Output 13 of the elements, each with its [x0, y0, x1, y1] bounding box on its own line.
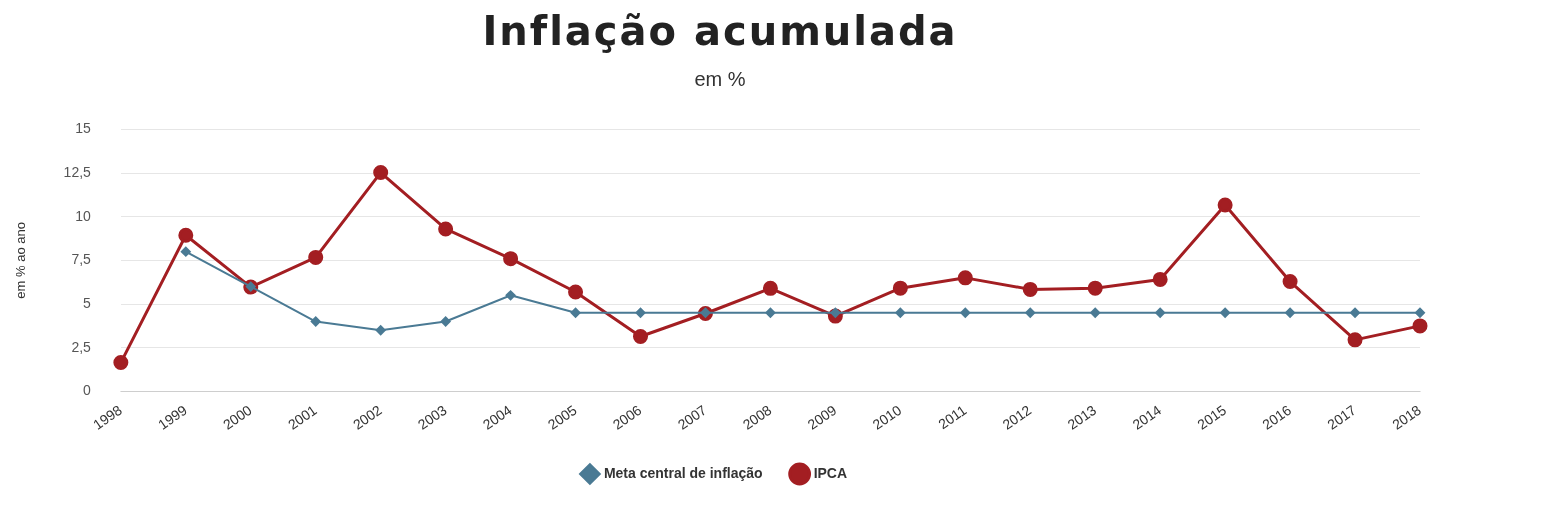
y-tick-label: 2,5	[71, 338, 92, 355]
y-tick-label: 10	[75, 207, 92, 224]
chart-title: Inflação acumulada	[481, 8, 959, 54]
legend-label: Meta central de inflação	[603, 464, 763, 481]
y-tick-label: 7,5	[71, 251, 92, 268]
x-tick-label: 2011	[935, 401, 970, 433]
y-tick-label: 5	[83, 294, 92, 311]
chart-subtitle: em %	[693, 68, 747, 91]
y-axis-title: em % ao ano	[13, 222, 29, 299]
y-tick-label: 12,5	[63, 163, 92, 180]
y-tick-label: 0	[83, 382, 92, 399]
y-tick-label: 15	[75, 120, 92, 137]
legend-label: IPCA	[813, 464, 848, 481]
